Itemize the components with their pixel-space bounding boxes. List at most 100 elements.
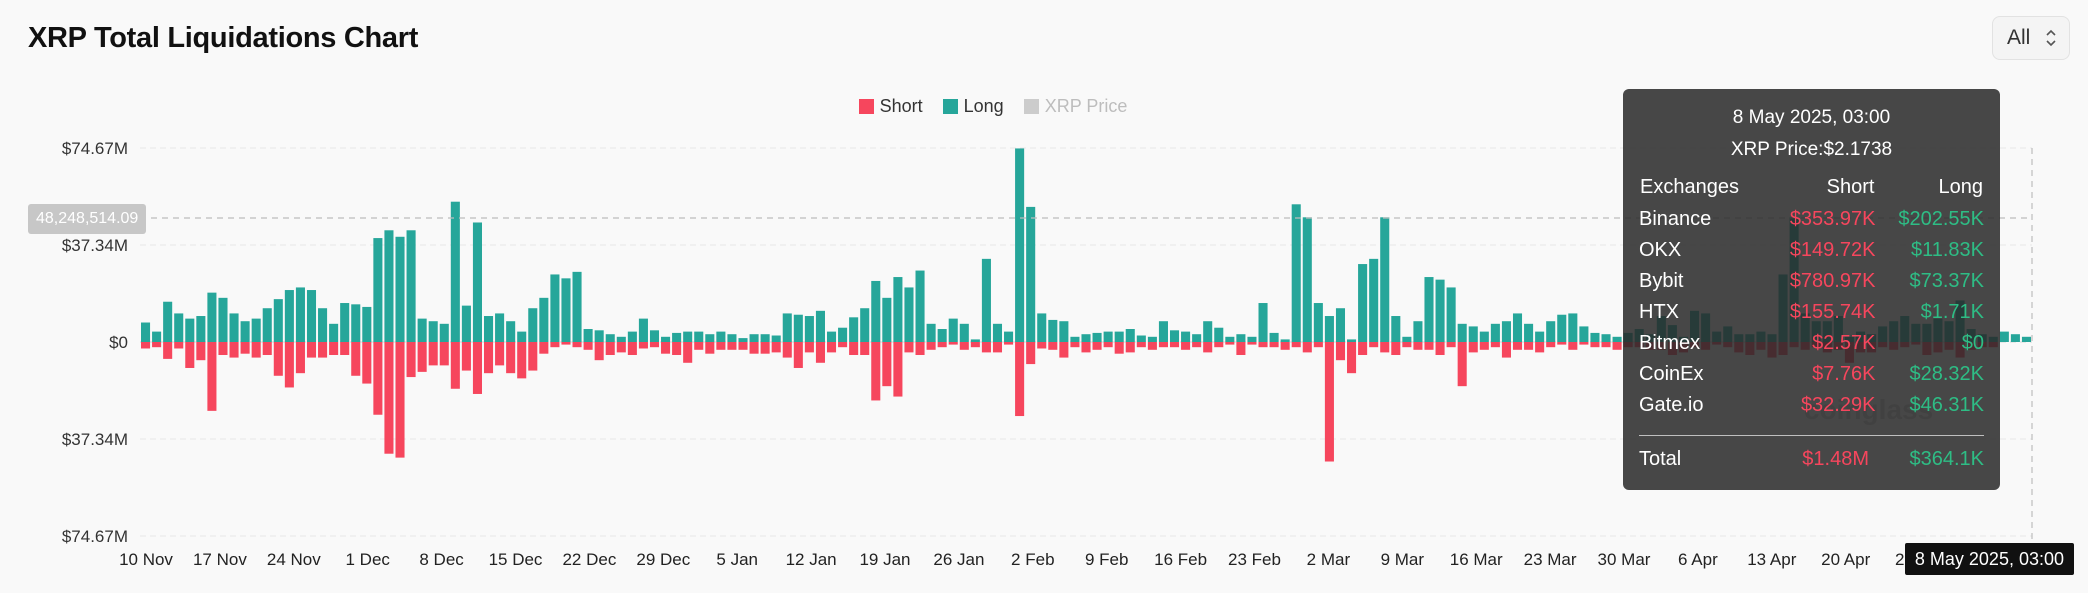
long-bar[interactable]	[1347, 339, 1357, 342]
long-bar[interactable]	[1092, 332, 1102, 342]
long-bar[interactable]	[1446, 287, 1456, 342]
long-bar[interactable]	[1512, 313, 1523, 342]
short-bar[interactable]	[1369, 342, 1379, 348]
long-bar[interactable]	[439, 323, 449, 342]
long-bar[interactable]	[1557, 314, 1567, 342]
long-bar[interactable]	[152, 331, 162, 342]
long-bar[interactable]	[1258, 303, 1268, 342]
long-bar[interactable]	[605, 334, 615, 342]
long-bar[interactable]	[1612, 336, 1622, 342]
short-bar[interactable]	[495, 342, 505, 366]
short-bar[interactable]	[1424, 342, 1434, 350]
short-bar[interactable]	[141, 342, 151, 349]
long-bar[interactable]	[1280, 339, 1290, 342]
short-bar[interactable]	[904, 342, 914, 353]
short-bar[interactable]	[1026, 342, 1036, 365]
long-bar[interactable]	[760, 334, 770, 342]
range-select[interactable]: All	[1992, 16, 2070, 60]
long-bar[interactable]	[1490, 323, 1500, 342]
short-bar[interactable]	[450, 342, 460, 389]
short-bar[interactable]	[860, 342, 870, 355]
long-bar[interactable]	[218, 297, 228, 342]
short-bar[interactable]	[915, 342, 925, 355]
long-bar[interactable]	[185, 318, 195, 342]
long-bar[interactable]	[1081, 334, 1091, 342]
long-bar[interactable]	[1413, 321, 1423, 342]
short-bar[interactable]	[1435, 342, 1445, 355]
short-bar[interactable]	[1568, 342, 1578, 350]
long-bar[interactable]	[771, 335, 781, 342]
short-bar[interactable]	[1070, 342, 1080, 348]
short-bar[interactable]	[970, 342, 980, 348]
short-bar[interactable]	[1590, 342, 1600, 348]
long-bar[interactable]	[1181, 331, 1191, 342]
long-bar[interactable]	[561, 278, 571, 342]
long-bar[interactable]	[1435, 279, 1445, 342]
long-bar[interactable]	[1114, 331, 1124, 342]
short-bar[interactable]	[185, 342, 195, 368]
short-bar[interactable]	[594, 342, 604, 361]
long-bar[interactable]	[1369, 258, 1379, 342]
short-bar[interactable]	[517, 342, 527, 379]
short-bar[interactable]	[528, 342, 538, 371]
long-bar[interactable]	[1457, 323, 1467, 342]
short-bar[interactable]	[1313, 342, 1323, 348]
long-bar[interactable]	[683, 331, 693, 342]
long-bar[interactable]	[1158, 321, 1168, 342]
short-bar[interactable]	[1501, 342, 1511, 358]
short-bar[interactable]	[1446, 342, 1456, 348]
long-bar[interactable]	[572, 271, 582, 342]
short-bar[interactable]	[683, 342, 693, 363]
short-bar[interactable]	[329, 342, 339, 355]
long-bar[interactable]	[716, 331, 726, 342]
long-bar[interactable]	[1236, 334, 1246, 342]
long-bar[interactable]	[1590, 332, 1600, 342]
long-bar[interactable]	[539, 297, 549, 342]
short-bar[interactable]	[694, 342, 704, 350]
legend-item-long[interactable]: Long	[942, 96, 1004, 117]
short-bar[interactable]	[705, 342, 715, 354]
short-bar[interactable]	[273, 342, 283, 376]
long-bar[interactable]	[594, 330, 604, 342]
short-bar[interactable]	[716, 342, 726, 350]
short-bar[interactable]	[782, 342, 792, 358]
long-bar[interactable]	[1203, 321, 1213, 342]
short-bar[interactable]	[1158, 342, 1168, 348]
long-bar[interactable]	[705, 334, 715, 342]
short-bar[interactable]	[948, 342, 958, 345]
long-bar[interactable]	[1070, 336, 1080, 342]
long-bar[interactable]	[306, 290, 317, 342]
long-bar[interactable]	[1335, 308, 1346, 342]
short-bar[interactable]	[428, 342, 438, 366]
long-bar[interactable]	[251, 318, 261, 342]
long-bar[interactable]	[1048, 319, 1058, 342]
short-bar[interactable]	[262, 342, 272, 355]
long-bar[interactable]	[738, 338, 748, 342]
short-bar[interactable]	[1280, 342, 1290, 350]
long-bar[interactable]	[1479, 331, 1489, 342]
short-bar[interactable]	[207, 342, 217, 411]
long-bar[interactable]	[1424, 277, 1434, 342]
short-bar[interactable]	[1291, 342, 1301, 348]
short-bar[interactable]	[1004, 342, 1014, 345]
short-bar[interactable]	[1324, 342, 1334, 462]
short-bar[interactable]	[561, 342, 571, 345]
long-bar[interactable]	[804, 316, 814, 342]
short-bar[interactable]	[1457, 342, 1467, 387]
long-bar[interactable]	[450, 201, 460, 342]
short-bar[interactable]	[1468, 342, 1478, 353]
long-bar[interactable]	[329, 323, 339, 342]
short-bar[interactable]	[1048, 342, 1058, 350]
long-bar[interactable]	[517, 331, 527, 342]
short-bar[interactable]	[240, 342, 250, 354]
long-bar[interactable]	[782, 313, 792, 342]
short-bar[interactable]	[1546, 342, 1556, 348]
long-bar[interactable]	[970, 339, 980, 342]
long-bar[interactable]	[174, 313, 184, 342]
long-bar[interactable]	[318, 308, 328, 342]
short-bar[interactable]	[1524, 342, 1534, 350]
short-bar[interactable]	[373, 342, 383, 415]
short-bar[interactable]	[727, 342, 737, 350]
long-bar[interactable]	[815, 310, 825, 342]
short-bar[interactable]	[362, 342, 372, 384]
